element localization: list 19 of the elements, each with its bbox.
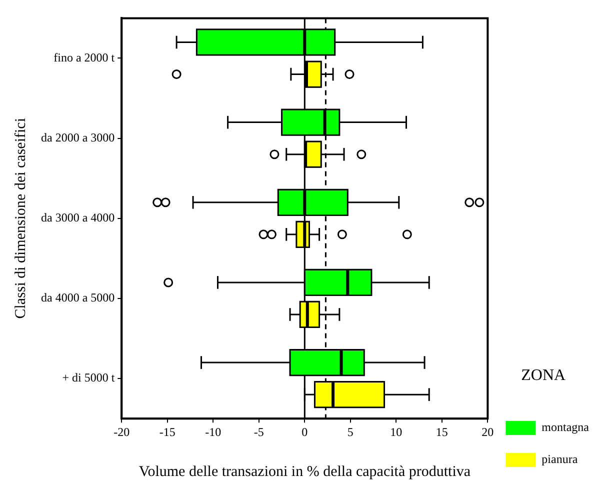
x-axis-title: Volume delle transazioni in % della capacità produttiva <box>138 464 471 480</box>
x-tick-label: -20 <box>114 424 130 439</box>
y-axis-title: Classi di dimensione dei caseifici <box>12 118 29 319</box>
x-tick-label: 10 <box>390 424 402 439</box>
x-tick-label: -5 <box>254 424 264 439</box>
y-tick-label: da 2000 a 3000 <box>40 130 115 144</box>
x-tick-label: 0 <box>302 424 308 439</box>
x-tick-label: 5 <box>347 424 354 439</box>
x-tick-label: 15 <box>436 424 448 439</box>
legend-label: pianura <box>542 452 578 466</box>
legend-title: ZONA <box>521 367 566 384</box>
x-tick-label: -10 <box>205 424 222 439</box>
x-tick-label: 20 <box>482 424 494 439</box>
y-tick-label: fino a 2000 t <box>54 50 116 64</box>
y-tick-label: + di 5000 t <box>62 370 116 385</box>
legend-label: montagna <box>542 420 590 434</box>
y-tick-label: da 4000 a 5000 <box>40 290 115 305</box>
x-tick-label: -15 <box>159 424 176 439</box>
y-tick-label: da 3000 a 4000 <box>40 210 115 225</box>
